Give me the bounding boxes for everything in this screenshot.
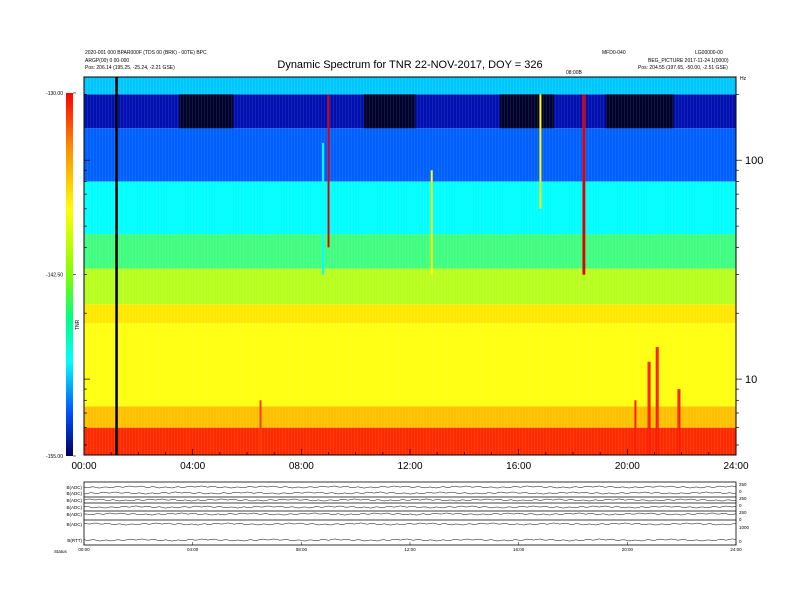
housekeeping-x-label: 04:00 bbox=[187, 547, 199, 552]
housekeeping-panels: B(ADC)B(ADC)B(ADC)B(ADC)B(ADC)B(ADC)B(RT… bbox=[54, 481, 750, 554]
x-tick-label: 08:00 bbox=[289, 461, 314, 472]
housekeeping-row-label: B(ADC) bbox=[67, 512, 83, 517]
housekeeping-row-label: B(ADC) bbox=[67, 522, 83, 527]
header-left-pos: Pos: 206.14 (195.25, -25.24, -2.21 GSE) bbox=[85, 65, 175, 71]
housekeeping-x-label: 24:00 bbox=[730, 547, 742, 552]
header-corner-right: Hz bbox=[740, 76, 747, 82]
header-right-top-right: LG00000-00 bbox=[695, 50, 723, 56]
housekeeping-trace bbox=[83, 485, 737, 489]
housekeeping-trace bbox=[83, 538, 737, 542]
spectrogram-texture bbox=[84, 77, 736, 455]
colorbar bbox=[66, 93, 73, 456]
x-tick-label: 12:00 bbox=[397, 461, 422, 472]
housekeeping-right-label: 250 bbox=[739, 482, 747, 487]
housekeeping-frame bbox=[83, 481, 737, 546]
housekeeping-trace bbox=[83, 491, 737, 495]
housekeeping-x-label: 12:00 bbox=[404, 547, 416, 552]
housekeeping-x-label: 00:00 bbox=[78, 547, 90, 552]
housekeeping-x-label: 20:00 bbox=[622, 547, 634, 552]
housekeeping-right-label: 0 bbox=[739, 517, 742, 522]
housekeeping-row-label: B(ADC) bbox=[67, 505, 83, 510]
housekeeping-row-label: B(ADC) bbox=[67, 498, 83, 503]
housekeeping-x-label: 16:00 bbox=[513, 547, 525, 552]
housekeeping-right-label: 0 bbox=[739, 489, 742, 494]
x-tick-label: 04:00 bbox=[180, 461, 205, 472]
y-tick-label: 10 bbox=[745, 374, 757, 386]
header-left-line2: ARGP(00) 0 00-000 bbox=[85, 58, 130, 64]
colorbar-tick-label: -130.00 bbox=[46, 91, 63, 97]
housekeeping-right-label: 1000 bbox=[739, 525, 750, 530]
housekeeping-right-label: 250 bbox=[739, 496, 747, 501]
housekeeping-x-label: 08:00 bbox=[296, 547, 308, 552]
header-mid-marker: 08:00B bbox=[566, 70, 582, 76]
x-tick-label: 00:00 bbox=[71, 461, 96, 472]
housekeeping-trace bbox=[83, 512, 737, 516]
x-tick-label: 24:00 bbox=[723, 461, 748, 472]
housekeeping-right-label: 0 bbox=[739, 503, 742, 508]
housekeeping-row-label: B(ADC) bbox=[67, 485, 83, 490]
colorbar-tick-label: -142.50 bbox=[46, 273, 63, 279]
housekeeping-trace bbox=[83, 505, 737, 509]
header-right-line2: BEG_PICTURE 2017-11-24 1(0000) bbox=[648, 58, 729, 64]
y-tick-label: 100 bbox=[745, 155, 763, 167]
x-tick-label: 16:00 bbox=[506, 461, 531, 472]
x-tick-label: 20:00 bbox=[615, 461, 640, 472]
housekeeping-right-label: 0 bbox=[739, 539, 742, 544]
colorbar-tick-label: -155.00 bbox=[46, 454, 63, 460]
housekeeping-right-label: 250 bbox=[739, 510, 747, 515]
housekeeping-row-label: B(RTT) bbox=[67, 538, 82, 543]
housekeeping-row-label: B(ADC) bbox=[67, 491, 83, 496]
header-right-top-mid: MFD0-040 bbox=[602, 50, 626, 56]
housekeeping-trace bbox=[83, 498, 737, 502]
housekeeping-footer-label: Status bbox=[54, 549, 68, 554]
header-left-line1: 2020-001 000 BPAR000F (TDS 00 (BRK) - 00… bbox=[85, 50, 207, 56]
colorbar-label: TNR bbox=[75, 319, 81, 330]
chart-title: Dynamic Spectrum for TNR 22-NOV-2017, DO… bbox=[277, 59, 543, 71]
header-right-pos: Pos: 204.55 (197.65, -50.00, -2.51 GSE) bbox=[638, 65, 728, 71]
housekeeping-trace bbox=[83, 522, 736, 526]
